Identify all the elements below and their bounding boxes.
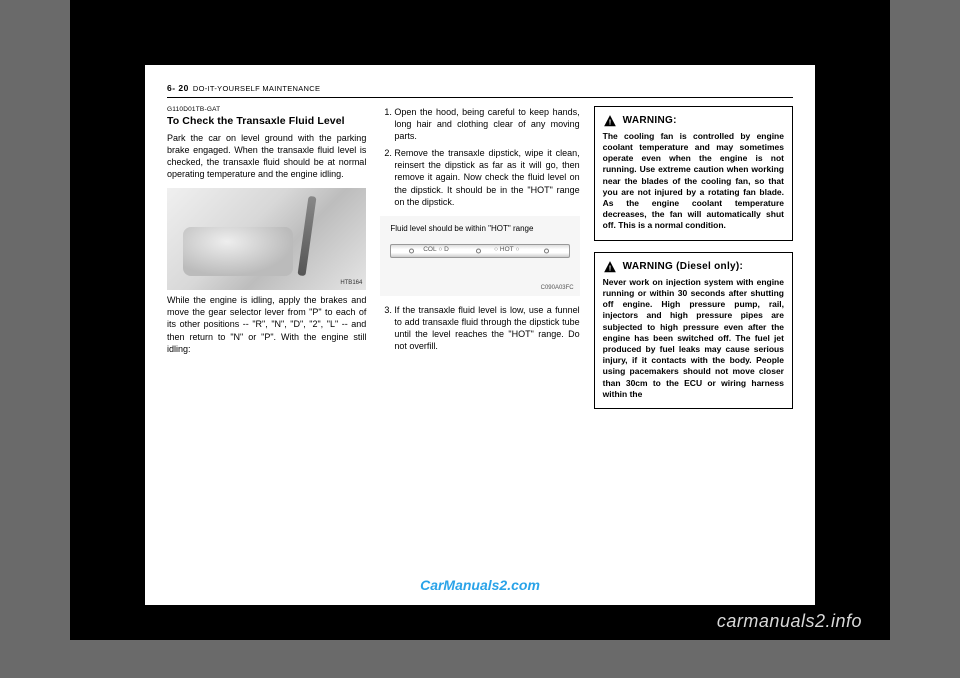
page-outer: 6- 20 DO-IT-YOURSELF MAINTENANCE G110D01… (70, 0, 890, 640)
manual-page: 6- 20 DO-IT-YOURSELF MAINTENANCE G110D01… (145, 65, 815, 605)
step-1: Open the hood, being careful to keep han… (394, 106, 579, 142)
warning-icon: ! (603, 260, 617, 274)
steps-list: Open the hood, being careful to keep han… (380, 106, 579, 208)
procedure-code: G110D01TB-GAT (167, 106, 366, 115)
engine-photo: HTB164 (167, 188, 366, 290)
watermark-text: CarManuals2.com (167, 577, 793, 593)
para-idle: While the engine is idling, apply the br… (167, 294, 366, 355)
step-3: If the transaxle fluid level is low, use… (394, 304, 579, 353)
page-header: 6- 20 DO-IT-YOURSELF MAINTENANCE (167, 83, 793, 93)
column-1: G110D01TB-GAT To Check the Transaxle Flu… (167, 106, 366, 575)
step-2: Remove the transaxle dipstick, wipe it c… (394, 147, 579, 208)
content-columns: G110D01TB-GAT To Check the Transaxle Flu… (167, 106, 793, 575)
dipstick-mark-cold: COL ○ D (423, 246, 449, 255)
dipstick-mark-hot: ○ HOT ○ (494, 246, 519, 255)
dipstick-label: C090A03FC (541, 284, 574, 292)
warning-icon: ! (603, 114, 617, 128)
steps-list-2: If the transaxle fluid level is low, use… (380, 304, 579, 353)
page-number: 6- 20 (167, 83, 189, 93)
svg-text:!: ! (608, 263, 611, 272)
dipstick-diagram: Fluid level should be within "HOT" range… (380, 216, 579, 296)
dipstick-bar: COL ○ D ○ HOT ○ (390, 244, 569, 258)
column-2: Open the hood, being careful to keep han… (380, 106, 579, 575)
warning-title-2: WARNING (Diesel only): (623, 260, 744, 273)
dipstick-ring-right (544, 248, 549, 253)
warning-body-1: The cooling fan is controlled by engine … (603, 131, 784, 232)
warning-head-1: ! WARNING: (603, 114, 784, 128)
dipstick-caption: Fluid level should be within "HOT" range (390, 224, 569, 234)
dipstick-ring-left (409, 248, 414, 253)
svg-text:!: ! (608, 117, 611, 126)
warning-box-2: ! WARNING (Diesel only): Never work on i… (594, 252, 793, 409)
warning-body-2: Never work on injection system with engi… (603, 277, 784, 400)
warning-box-1: ! WARNING: The cooling fan is controlled… (594, 106, 793, 241)
warning-head-2: ! WARNING (Diesel only): (603, 260, 784, 274)
site-watermark: carmanuals2.info (717, 611, 862, 632)
section-title: DO-IT-YOURSELF MAINTENANCE (193, 84, 320, 93)
procedure-heading: To Check the Transaxle Fluid Level (167, 115, 366, 128)
dipstick-ring-mid (476, 248, 481, 253)
photo-label: HTB164 (340, 279, 362, 287)
para-intro: Park the car on level ground with the pa… (167, 132, 366, 181)
column-3: ! WARNING: The cooling fan is controlled… (594, 106, 793, 575)
warning-title-1: WARNING: (623, 114, 677, 127)
header-rule (167, 97, 793, 98)
